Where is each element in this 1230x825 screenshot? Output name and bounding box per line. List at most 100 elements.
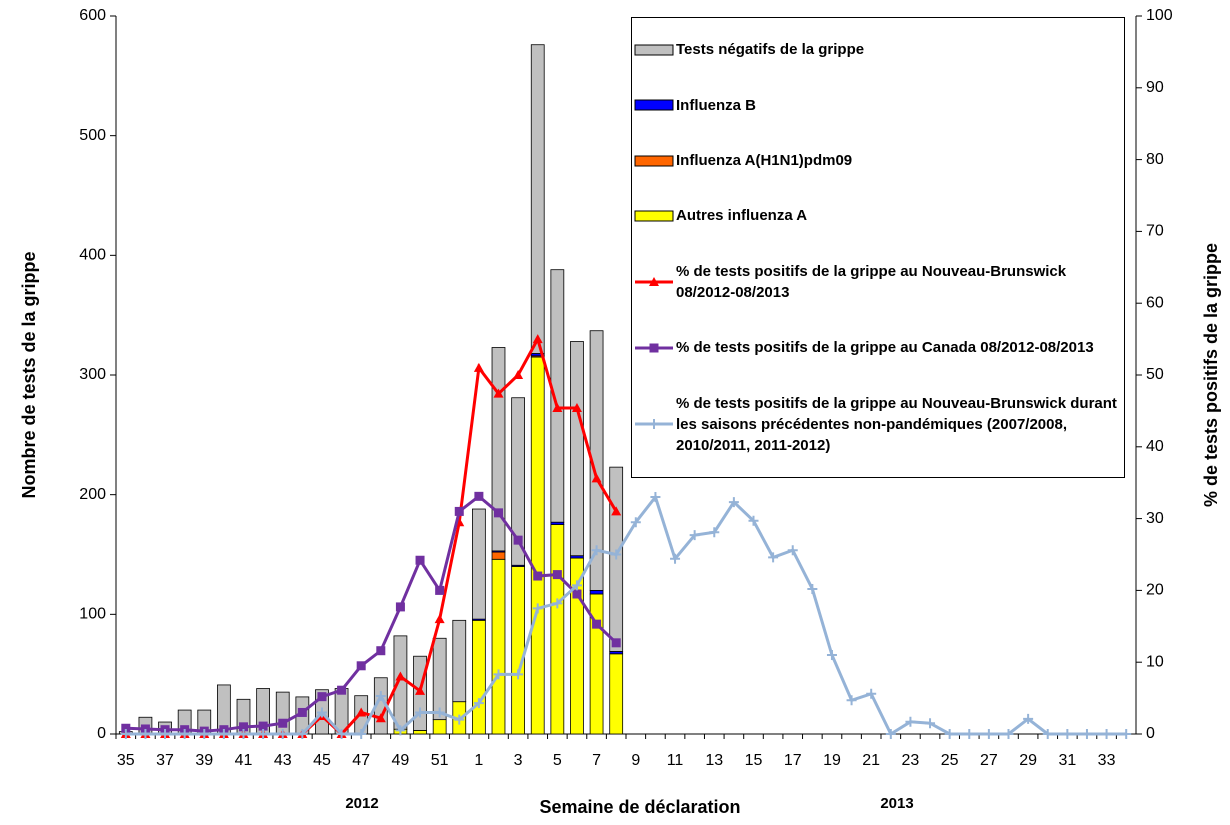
marker bbox=[649, 276, 659, 286]
marker bbox=[238, 729, 249, 739]
marker bbox=[513, 535, 523, 545]
marker bbox=[494, 508, 503, 518]
marker bbox=[748, 515, 759, 526]
legend-swatch bbox=[635, 419, 673, 430]
y2-tick-label: 90 bbox=[1146, 79, 1164, 96]
bar-segment bbox=[530, 356, 545, 735]
bar-segment bbox=[570, 341, 584, 557]
y-tick-label: 500 bbox=[79, 127, 106, 144]
marker bbox=[435, 585, 445, 595]
marker bbox=[649, 343, 659, 353]
legend: Tests négatifs de la grippe Influenza B In… bbox=[631, 17, 1125, 478]
marker bbox=[670, 553, 681, 564]
y-tick-label: 100 bbox=[79, 606, 106, 623]
bar-segment bbox=[491, 347, 506, 552]
x-tick-label: 23 bbox=[902, 752, 920, 769]
marker bbox=[493, 669, 504, 680]
marker bbox=[552, 598, 563, 609]
marker bbox=[826, 650, 837, 661]
bar-segment bbox=[609, 653, 624, 735]
bar-segment bbox=[432, 719, 447, 735]
marker bbox=[866, 688, 877, 699]
marker bbox=[885, 729, 896, 739]
marker bbox=[218, 729, 229, 739]
marker bbox=[905, 716, 916, 727]
y-tick-label: 600 bbox=[79, 7, 106, 24]
legend-entry: Tests négatifs de la grippe bbox=[632, 39, 1124, 60]
marker bbox=[395, 725, 406, 736]
marker bbox=[650, 492, 661, 503]
marker bbox=[473, 362, 484, 372]
marker bbox=[572, 589, 582, 599]
marker bbox=[592, 619, 602, 629]
legend-swatch bbox=[634, 44, 674, 56]
swatch bbox=[634, 155, 674, 167]
legend-swatch bbox=[634, 210, 674, 222]
marker bbox=[454, 714, 465, 725]
x-tick-label: 37 bbox=[156, 752, 174, 769]
x-tick-label: 51 bbox=[431, 752, 449, 769]
marker bbox=[140, 729, 151, 739]
marker bbox=[336, 729, 347, 739]
legend-label: Autres influenza A bbox=[676, 207, 808, 225]
marker bbox=[474, 491, 484, 501]
marker bbox=[434, 614, 445, 624]
marker bbox=[395, 671, 406, 681]
y2-tick-label: 70 bbox=[1146, 223, 1164, 240]
marker bbox=[239, 722, 248, 732]
x-tick-label: 47 bbox=[352, 752, 370, 769]
x-tick-label: 29 bbox=[1019, 752, 1037, 769]
marker bbox=[964, 729, 975, 739]
marker bbox=[944, 729, 955, 739]
line bbox=[125, 493, 1127, 737]
x-tick-label: 17 bbox=[784, 752, 802, 769]
x-tick-label: 3 bbox=[514, 752, 523, 769]
marker bbox=[513, 370, 524, 379]
marker bbox=[316, 707, 327, 718]
legend-label: % de tests positifs de la grippe au Nouv… bbox=[676, 262, 1067, 301]
bar-segment bbox=[472, 619, 486, 735]
bar-segment bbox=[472, 508, 486, 620]
y-tick-label: 200 bbox=[79, 486, 106, 503]
marker bbox=[277, 729, 288, 739]
marker bbox=[1023, 713, 1034, 724]
marker bbox=[297, 729, 308, 739]
legend-swatch bbox=[634, 155, 674, 167]
bar-segment bbox=[550, 269, 565, 523]
marker bbox=[532, 603, 543, 614]
x-tick-label: 33 bbox=[1098, 752, 1116, 769]
bar-segment bbox=[491, 551, 506, 560]
legend-label: % de tests positifs de la grippe au Cana… bbox=[676, 339, 1094, 357]
marker bbox=[356, 661, 366, 671]
y2-tick-label: 30 bbox=[1146, 510, 1164, 527]
year-label: 2013 bbox=[880, 795, 913, 812]
marker bbox=[1121, 729, 1132, 739]
marker bbox=[160, 729, 171, 739]
legend-label: Tests négatifs de la grippe bbox=[676, 41, 865, 59]
bar-segment bbox=[413, 730, 427, 735]
year-label: 2012 bbox=[345, 795, 378, 812]
marker bbox=[768, 552, 779, 563]
x-tick-label: 45 bbox=[313, 752, 331, 769]
marker bbox=[649, 419, 659, 430]
marker bbox=[395, 602, 405, 612]
bar-segment bbox=[550, 524, 565, 735]
bar-segment bbox=[511, 566, 525, 735]
marker bbox=[630, 517, 641, 528]
marker bbox=[709, 527, 720, 538]
legend-entry: % de tests positifs de la grippe au Nouv… bbox=[632, 393, 1124, 456]
x-axis-title: Semaine de déclaration bbox=[539, 797, 740, 817]
marker bbox=[807, 583, 818, 594]
swatch bbox=[634, 44, 674, 56]
marker bbox=[513, 669, 524, 680]
marker bbox=[611, 549, 622, 560]
y2-tick-label: 20 bbox=[1146, 582, 1164, 599]
marker bbox=[787, 545, 798, 556]
marker bbox=[1081, 729, 1092, 739]
y-axis-title: Nombre de tests de la grippe bbox=[19, 251, 39, 498]
swatch bbox=[634, 99, 674, 111]
x-tick-label: 49 bbox=[392, 752, 410, 769]
marker bbox=[1062, 729, 1073, 739]
marker bbox=[983, 729, 994, 739]
